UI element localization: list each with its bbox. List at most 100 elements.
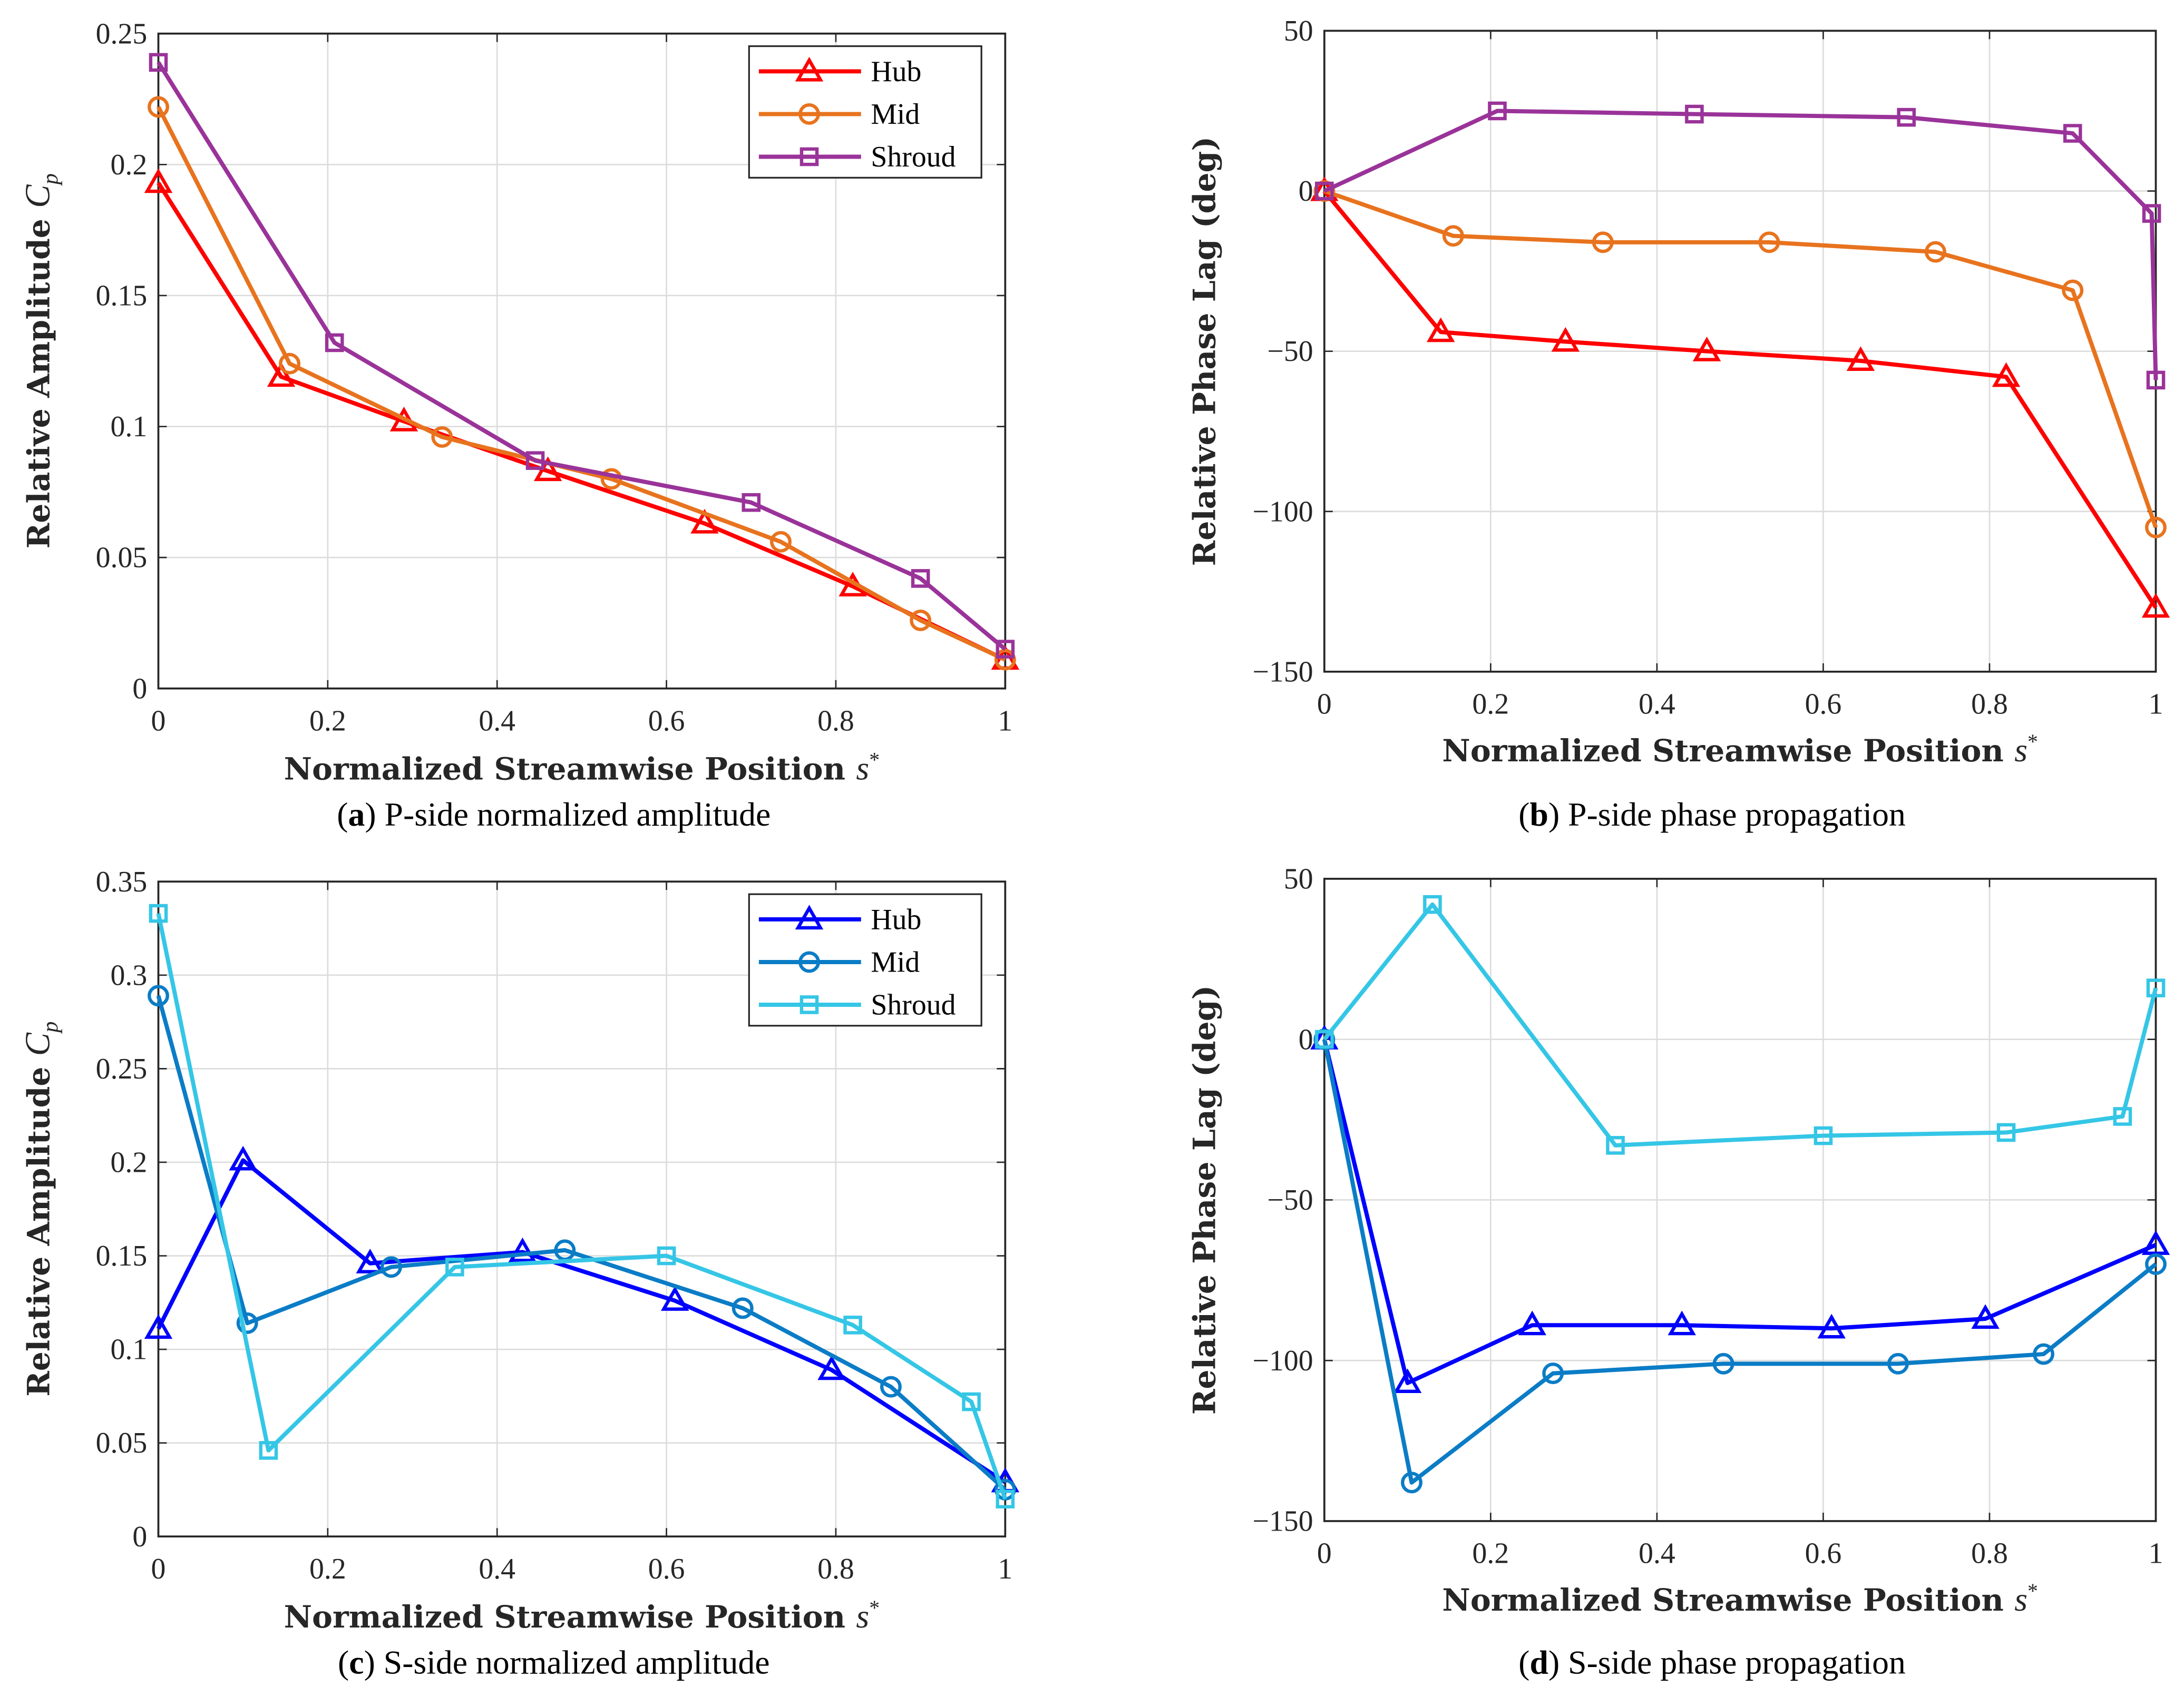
x-tick-label: 0.8 (817, 704, 854, 737)
y-tick-label: 0 (132, 672, 147, 705)
data-point-hub (2141, 1230, 2170, 1255)
series-line-shroud (157, 61, 1007, 651)
x-axis-label: Normalized Streamwise Position s* (284, 748, 880, 787)
data-point-mid (732, 1297, 754, 1319)
caption-paren: ( (1518, 1644, 1529, 1681)
data-point-shroud (2146, 370, 2166, 390)
data-point-shroud (2113, 1107, 2132, 1126)
data-point-mid (1887, 1352, 1909, 1375)
data-point-shroud (843, 1316, 862, 1335)
data-point-hub (1518, 1310, 1547, 1336)
chart-d: 0 0.2 0.4 0.6 0.8 1 −150 −100 −50 0 50 Normalized S… (1186, 863, 2170, 1681)
data-point-shroud (962, 1392, 981, 1411)
x-axis-symbol-sup: * (2027, 1580, 2038, 1603)
y-tick-label: 0.1 (111, 410, 148, 443)
data-point-shroud (1488, 101, 1507, 121)
data-point-hub (690, 508, 719, 534)
data-point-mid (1401, 1472, 1422, 1494)
subfigure-caption: (c) S-side normalized amplitude (338, 1644, 769, 1681)
x-axis-symbol: s (856, 749, 869, 787)
data-point-hub (1846, 346, 1875, 371)
y-tick-label: 0 (132, 1521, 147, 1553)
y-tick-label: 0.15 (96, 280, 148, 312)
data-point-mid (2145, 516, 2167, 538)
data-point-mid (380, 1256, 402, 1278)
axes-box (157, 32, 1007, 690)
caption-text: ) S-side phase propagation (1548, 1644, 1906, 1681)
caption-label: d (1530, 1644, 1548, 1681)
y-axis-label: Relative Amplitude Cp (18, 1022, 63, 1397)
data-point-shroud (2063, 124, 2082, 143)
data-point-mid (1924, 241, 1946, 263)
data-point-shroud (1606, 1136, 1625, 1155)
data-point-mid (2145, 1253, 2167, 1275)
x-axis-symbol: s (2014, 1581, 2027, 1618)
series-line-shroud (156, 913, 1008, 1500)
data-point-mid (1442, 225, 1464, 247)
data-point-mid (1712, 1352, 1734, 1375)
y-tick-label: 0.1 (111, 1334, 148, 1366)
caption-label: c (349, 1644, 364, 1681)
data-point-shroud (525, 451, 545, 470)
series-line-mid (1323, 189, 2158, 528)
x-tick-label: 0 (1317, 688, 1332, 721)
caption-paren: ( (1518, 796, 1529, 833)
data-point-mid (880, 1376, 902, 1398)
x-axis-symbol: s (2014, 731, 2027, 769)
data-point-shroud (445, 1258, 464, 1277)
y-tick-label: 0.05 (96, 542, 148, 574)
data-point-mid (236, 1312, 258, 1334)
data-point-hub (1393, 1368, 1422, 1394)
x-axis-symbol-sup: * (869, 748, 880, 771)
data-point-hub (356, 1249, 384, 1273)
y-axis-label: Relative Phase Lag (deg) (1186, 985, 1223, 1415)
y-tick-label: 0.15 (96, 1240, 148, 1272)
legend-label-hub: Hub (871, 55, 921, 88)
data-point-hub (1992, 362, 2021, 387)
data-point-hub (1551, 327, 1580, 352)
caption-label: b (1530, 796, 1548, 833)
x-tick-label: 0.4 (479, 1553, 515, 1585)
data-point-hub (1427, 317, 1455, 342)
y-tick-label: 0.25 (96, 17, 148, 50)
series-line-hub (1322, 1038, 2157, 1385)
series-line-mid (1322, 1038, 2158, 1485)
series-line-shroud (1323, 109, 2158, 380)
series-line-mid (156, 106, 1007, 662)
x-tick-label: 0.6 (1805, 1537, 1842, 1570)
data-point-mid (1542, 1362, 1564, 1385)
data-point-hub (1668, 1310, 1696, 1336)
data-point-shroud (2142, 204, 2161, 223)
y-tick-label: 0.3 (111, 959, 148, 992)
series-line-shroud (1322, 902, 2158, 1148)
data-point-hub (1971, 1304, 2000, 1329)
data-point-mid (770, 531, 792, 553)
y-tick-label: 0.2 (111, 149, 148, 181)
data-point-shroud (2146, 978, 2166, 997)
caption-text: ) S-side normalized amplitude (364, 1644, 770, 1681)
x-tick-label: 0.4 (1639, 688, 1675, 721)
legend-label-shroud: Shroud (871, 989, 955, 1022)
data-point-hub (267, 362, 296, 387)
data-point-mid (1592, 231, 1614, 253)
chart-c: 0 0.2 0.4 0.6 0.8 1 0 0.05 0.1 0.15 0.2 0.25 0.3 0.35… (18, 866, 1020, 1681)
subfigure-caption: (b) P-side phase propagation (1518, 796, 1906, 833)
data-point-mid (148, 96, 169, 118)
legend: Hub Mid Shroud (748, 45, 982, 179)
data-point-mid (994, 649, 1016, 671)
data-point-shroud (742, 493, 761, 512)
y-tick-label: 0.35 (96, 866, 148, 898)
data-point-mid (431, 426, 453, 448)
x-axis-label: Normalized Streamwise Position s* (1442, 730, 2038, 769)
y-tick-label: 50 (1284, 15, 1313, 47)
y-axis-symbol: C (18, 184, 57, 208)
y-tick-label: 0.05 (96, 1427, 148, 1459)
data-point-shroud (259, 1441, 278, 1460)
legend: Hub Mid Shroud (748, 893, 982, 1027)
data-point-shroud (1315, 181, 1334, 201)
x-axis-symbol-sup: * (2027, 730, 2038, 753)
data-point-shroud (149, 904, 168, 923)
caption-text: ) P-side phase propagation (1548, 796, 1906, 833)
legend-marker-shroud (799, 147, 819, 166)
